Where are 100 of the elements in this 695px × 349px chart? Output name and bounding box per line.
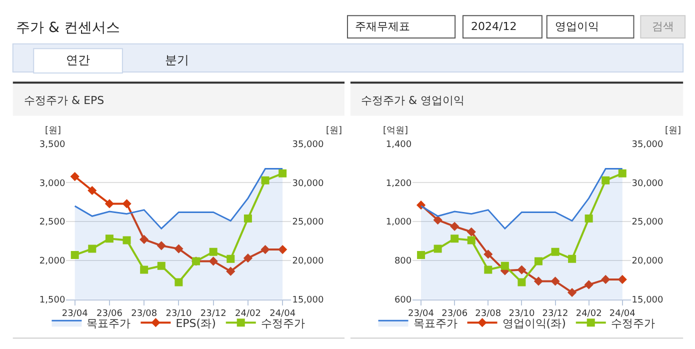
x-tick-label: 24/04 <box>609 309 636 320</box>
y2-tick-label: 35,000 <box>632 140 664 150</box>
text: 주가 & 컨센서스 <box>16 20 120 36</box>
point <box>88 186 97 196</box>
chart-title: 수정주가 & 영업이익 <box>361 94 465 107</box>
point <box>140 266 148 274</box>
y-tick-label: 1,000 <box>386 218 412 228</box>
legend-label: 목표주가 <box>86 316 131 330</box>
point <box>551 248 560 256</box>
point <box>157 262 166 270</box>
legend-label: 영업이익(좌) <box>502 316 566 330</box>
point <box>534 257 542 266</box>
point <box>517 265 526 274</box>
x-tick-label: 23/04 <box>62 309 88 320</box>
text: 검색 <box>652 20 674 33</box>
legend-label: 수정주가 <box>610 316 655 330</box>
y-tick-label: 2,500 <box>39 218 66 228</box>
point <box>70 172 80 182</box>
point <box>618 169 626 178</box>
point <box>467 236 476 244</box>
point <box>261 176 270 184</box>
point <box>156 241 166 250</box>
point <box>140 234 149 244</box>
point <box>417 250 426 259</box>
y2-tick-label: 30,000 <box>292 178 324 189</box>
x-tick-label: 23/06 <box>442 309 468 320</box>
y2-tick-label: 15,000 <box>292 295 324 306</box>
point <box>450 234 459 243</box>
point <box>434 244 442 253</box>
y-axis-title: [원] <box>45 126 62 136</box>
y2-tick-label: 15,000 <box>632 295 664 306</box>
point <box>602 176 610 184</box>
y-axis-title: [억원] <box>383 126 408 136</box>
y-tick-label: 800 <box>394 256 412 267</box>
y-tick-label: 600 <box>394 295 412 306</box>
y-tick-label: 2,000 <box>39 256 66 267</box>
y2-axis-title: [원] <box>326 126 342 136</box>
y-tick-label: 3,500 <box>39 140 66 150</box>
y-tick-label: 1,400 <box>386 140 412 150</box>
y2-axis-title: [원] <box>665 126 682 136</box>
legend-label: 목표주가 <box>413 316 458 330</box>
point <box>88 244 96 253</box>
point <box>484 266 492 274</box>
point <box>174 244 184 254</box>
point <box>226 266 236 276</box>
legend-label: EPS(좌) <box>176 316 216 330</box>
point <box>500 262 509 270</box>
point <box>174 278 183 286</box>
text: 연간 <box>66 53 90 67</box>
point <box>278 169 287 178</box>
y2-tick-label: 30,000 <box>632 178 664 189</box>
point <box>550 276 560 286</box>
text: 분기 <box>165 53 189 67</box>
x-tick-label: 23/04 <box>408 309 434 320</box>
point <box>450 222 460 231</box>
x-tick-label: 23/10 <box>508 309 535 320</box>
point <box>104 199 114 208</box>
point <box>584 214 593 222</box>
point <box>209 248 218 256</box>
point <box>618 274 627 284</box>
point <box>601 274 610 284</box>
y-tick-label: 1,200 <box>386 178 412 189</box>
text: 2024/12 <box>471 20 517 33</box>
point <box>122 199 132 208</box>
point <box>278 245 288 254</box>
point <box>568 254 576 263</box>
x-tick-label: 24/02 <box>234 309 261 320</box>
y2-tick-label: 20,000 <box>632 256 664 267</box>
x-tick-label: 23/12 <box>200 309 226 320</box>
y2-tick-label: 25,000 <box>632 218 664 228</box>
point <box>466 227 476 236</box>
point <box>260 245 270 254</box>
y2-tick-label: 35,000 <box>292 140 324 150</box>
x-tick-label: 23/08 <box>475 309 502 320</box>
point <box>518 278 526 286</box>
chart-title: 수정주가 & EPS <box>24 94 104 107</box>
y-tick-label: 3,000 <box>39 178 66 189</box>
x-tick-label: 23/12 <box>542 309 568 320</box>
text: 영업이익 <box>555 20 599 33</box>
point <box>584 280 594 290</box>
y2-tick-label: 20,000 <box>292 256 324 267</box>
point <box>70 250 79 259</box>
point <box>243 254 253 263</box>
point <box>568 288 577 298</box>
point <box>244 214 252 222</box>
y2-tick-label: 25,000 <box>292 218 324 228</box>
x-tick-label: 24/04 <box>270 309 296 320</box>
x-tick-label: 23/08 <box>131 309 158 320</box>
point <box>208 256 218 266</box>
point <box>226 254 235 263</box>
x-tick-label: 24/02 <box>576 309 602 320</box>
point <box>105 234 114 243</box>
text: 주재무제표 <box>355 20 410 33</box>
point <box>122 236 131 244</box>
legend-label: 수정주가 <box>260 316 305 330</box>
point <box>484 250 493 259</box>
x-tick-label: 23/10 <box>166 309 192 320</box>
point <box>433 215 442 225</box>
point <box>534 276 544 286</box>
x-tick-label: 23/06 <box>96 309 123 320</box>
